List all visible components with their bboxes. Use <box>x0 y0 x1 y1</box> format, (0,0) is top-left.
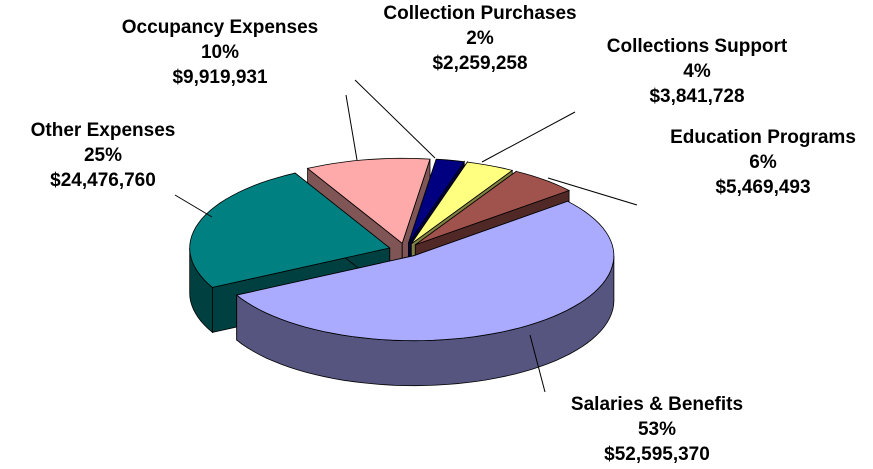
value-label: $3,841,728 <box>649 86 744 107</box>
category-label: Collection Purchases <box>383 3 576 24</box>
slice-top <box>408 158 466 244</box>
value-label: $24,476,760 <box>50 170 156 191</box>
leader-line <box>345 94 358 161</box>
value-label: $9,919,931 <box>172 67 268 88</box>
leader-line <box>529 334 546 393</box>
leader-line <box>174 194 213 218</box>
percent-label: 53% <box>638 419 676 440</box>
value-label: $5,469,493 <box>715 177 810 198</box>
value-label: $2,259,258 <box>432 53 527 74</box>
category-label: Education Programs <box>670 127 856 148</box>
percent-label: 2% <box>466 28 494 49</box>
percent-label: 25% <box>84 145 122 166</box>
leader-line <box>354 79 436 159</box>
category-label: Occupancy Expenses <box>122 17 318 38</box>
leader-line <box>547 177 638 206</box>
slice-top <box>306 157 431 244</box>
slice-top <box>189 172 391 288</box>
percent-label: 6% <box>749 152 777 173</box>
percent-label: 10% <box>201 42 239 63</box>
category-label: Salaries & Benefits <box>571 394 743 415</box>
category-label: Other Expenses <box>31 120 176 141</box>
leader-line <box>481 111 576 163</box>
value-label: $52,595,370 <box>604 444 710 465</box>
slice <box>235 200 615 387</box>
slice-top <box>410 161 514 245</box>
percent-label: 4% <box>683 61 711 82</box>
slice-top <box>235 200 615 342</box>
slice-top <box>415 170 571 246</box>
category-label: Collections Support <box>607 36 788 57</box>
